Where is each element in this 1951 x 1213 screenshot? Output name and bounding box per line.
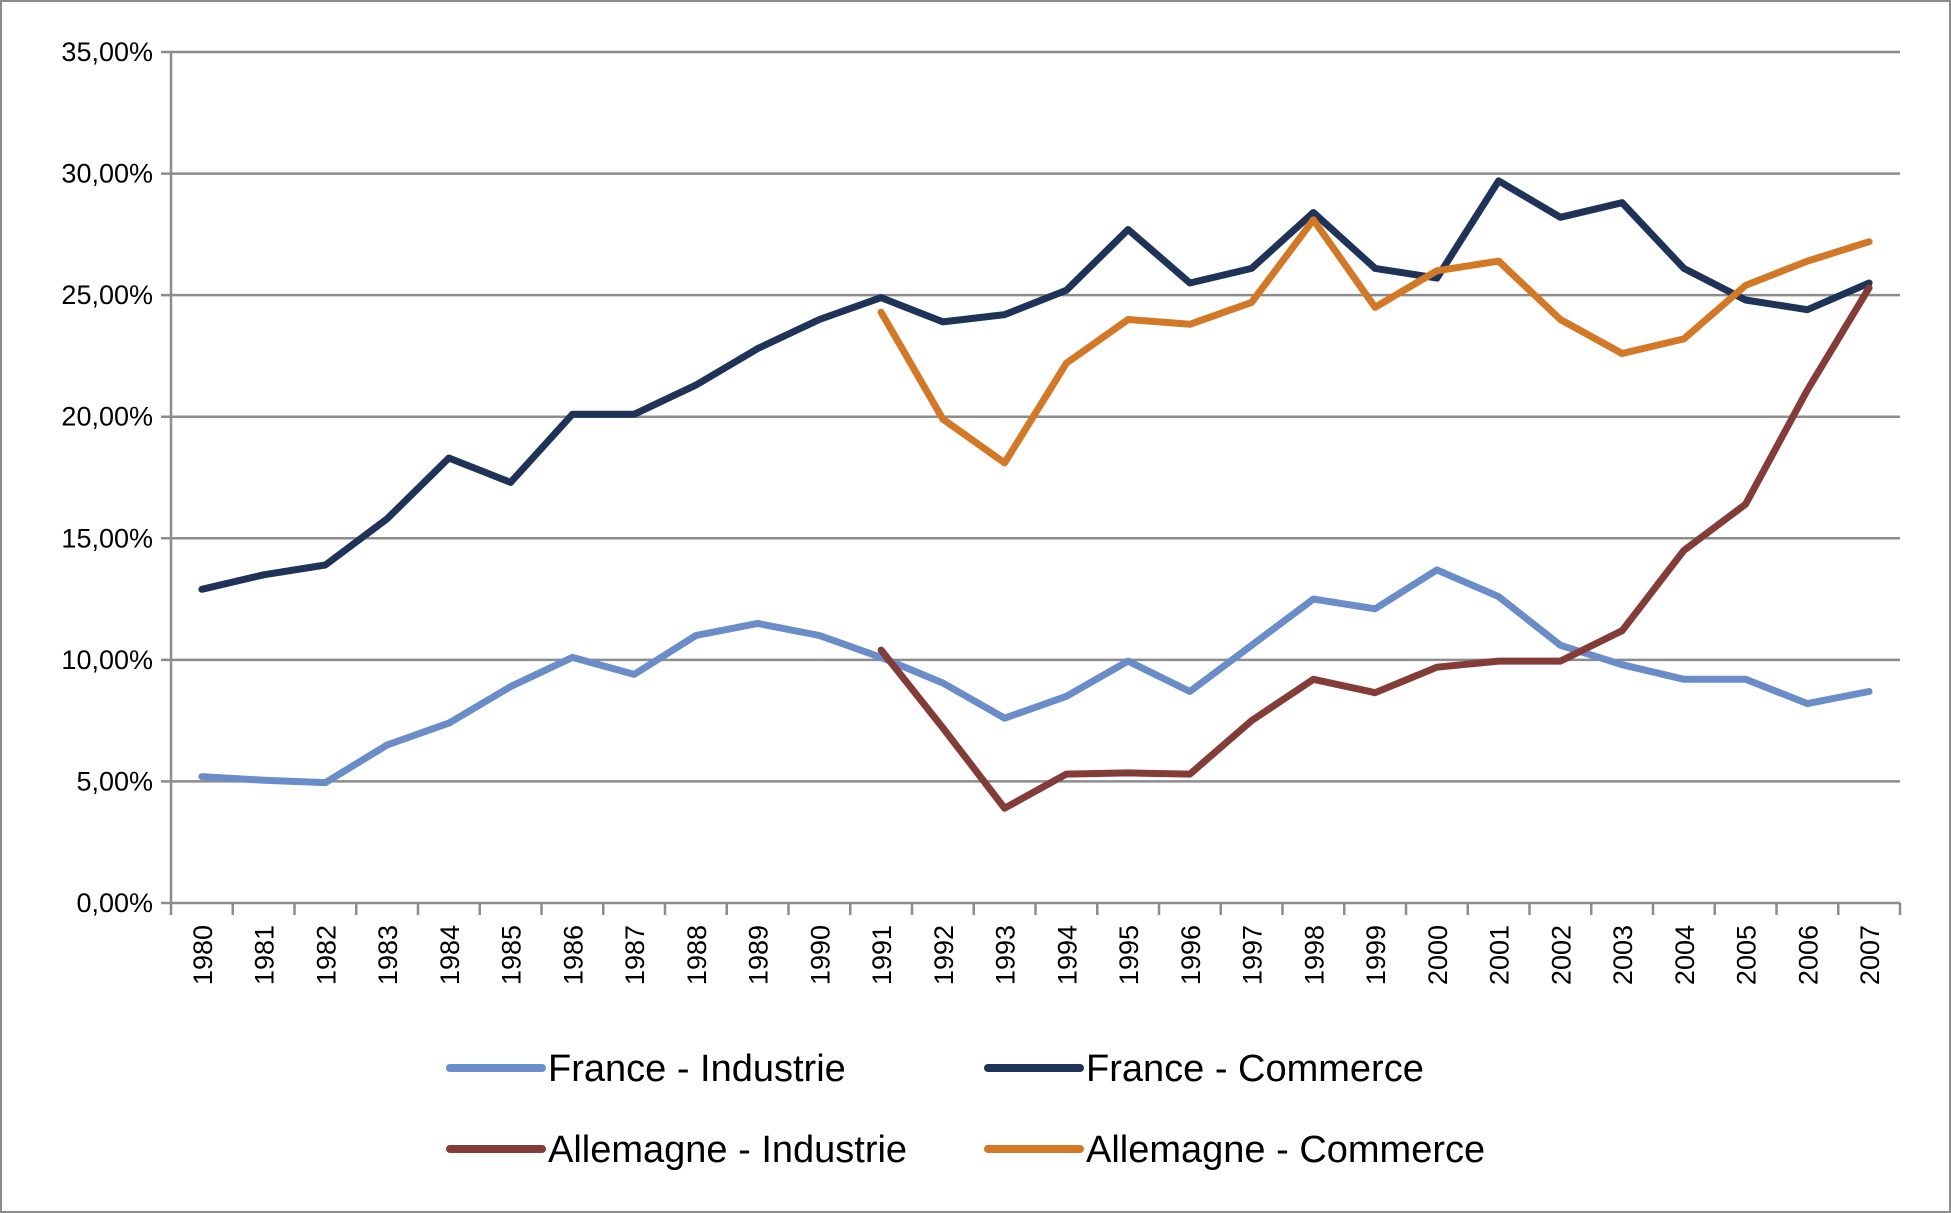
series-lines (198, 177, 1873, 812)
x-axis-tick-labels: 1980 1981 1982 1983 1984 1985 1986 1987 1988 1989… (188, 925, 1885, 985)
x-tick-label: 2006 (1793, 925, 1823, 985)
axes (169, 52, 1902, 915)
x-tick-label: 2007 (1855, 925, 1885, 985)
x-tick-label: 1997 (1238, 925, 1268, 985)
y-tick-label: 20,00% (61, 402, 153, 432)
series-line (877, 284, 1873, 812)
x-tick-label: 2003 (1608, 925, 1638, 985)
x-tick-label: 1986 (558, 925, 588, 985)
y-tick-label: 25,00% (61, 280, 153, 310)
x-tick-label: 1999 (1361, 925, 1391, 985)
series-line (877, 216, 1873, 467)
x-tick-label: 1995 (1114, 925, 1144, 985)
x-tick-label: 1991 (867, 925, 897, 985)
y-tick-label: 10,00% (61, 645, 153, 675)
legend-label: France - Commerce (1086, 1048, 1424, 1090)
y-tick-label: 0,00% (76, 888, 153, 918)
y-tick-label: 35,00% (61, 37, 153, 67)
series-line (198, 177, 1873, 593)
x-tick-label: 2001 (1485, 925, 1515, 985)
gridlines (161, 50, 1900, 905)
x-tick-label: 1989 (744, 925, 774, 985)
x-tick-label: 1990 (805, 925, 835, 985)
x-tick-label: 1985 (497, 925, 527, 985)
x-tick-label: 1987 (620, 925, 650, 985)
x-tick-label: 2000 (1423, 925, 1453, 985)
y-tick-label: 30,00% (61, 159, 153, 189)
x-tick-label: 1982 (311, 925, 341, 985)
series-line (198, 566, 1873, 787)
x-tick-label: 1998 (1299, 925, 1329, 985)
x-tick-label: 2002 (1546, 925, 1576, 985)
y-axis-tick-labels: 0,00% 5,00% 10,00% 15,00% 20,00% 25,00% 30,00%… (61, 37, 153, 918)
y-tick-label: 5,00% (76, 766, 153, 796)
legend-label: Allemagne - Industrie (548, 1129, 907, 1171)
x-tick-label: 1993 (991, 925, 1021, 985)
y-tick-label: 15,00% (61, 523, 153, 553)
x-tick-label: 2004 (1670, 925, 1700, 985)
x-tick-label: 1996 (1176, 925, 1206, 985)
x-tick-label: 1983 (373, 925, 403, 985)
legend-label: Allemagne - Commerce (1086, 1129, 1485, 1171)
x-tick-label: 1984 (435, 925, 465, 985)
x-tick-label: 1988 (682, 925, 712, 985)
x-tick-label: 1981 (250, 925, 280, 985)
legend-label: France - Industrie (548, 1048, 846, 1090)
x-tick-label: 1992 (929, 925, 959, 985)
legend: France - Industrie France - Commerce Allem… (446, 1048, 1485, 1171)
x-tick-label: 1994 (1052, 925, 1082, 985)
x-tick-label: 1980 (188, 925, 218, 985)
x-tick-label: 2005 (1732, 925, 1762, 985)
